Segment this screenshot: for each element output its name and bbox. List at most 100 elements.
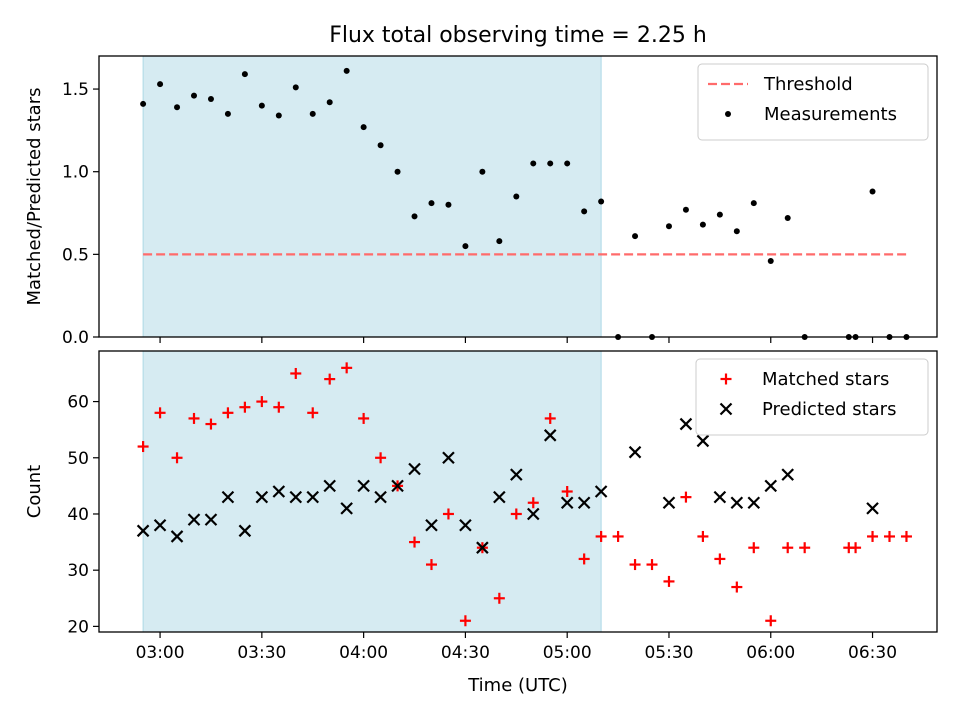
measurements-point	[140, 100, 147, 107]
bottom-y-tick-label: 60	[67, 393, 89, 413]
predicted-stars-point	[255, 490, 269, 504]
predicted-stars-point	[476, 541, 489, 554]
predicted-stars-point	[357, 479, 370, 493]
predicted-stars-point	[272, 485, 286, 498]
predicted-stars-point	[238, 524, 252, 538]
measurements-point	[394, 168, 401, 175]
bottom-axes-frame	[98, 350, 938, 633]
matched-stars-point	[629, 559, 641, 571]
measurements-point	[665, 223, 672, 230]
x-b	[221, 490, 235, 504]
predicted-stars-point	[340, 502, 353, 515]
predicted-stars-point	[730, 496, 744, 510]
x-b	[719, 402, 733, 416]
measurements-point	[716, 211, 723, 218]
measurements-point	[326, 99, 333, 106]
matched-stars-point	[459, 615, 471, 627]
matched-stars-point	[375, 452, 387, 464]
matched-stars-point	[188, 412, 200, 424]
x-tick-label: 05:00	[543, 643, 592, 663]
x-b	[493, 490, 506, 504]
matched-stars-point	[273, 401, 285, 413]
top-y-tick-label: 1.5	[62, 80, 89, 100]
top-y-tick-label: 0.0	[62, 328, 89, 348]
measurements-point	[496, 238, 503, 245]
x-b	[136, 524, 150, 538]
top-plot-area	[140, 67, 910, 340]
measurements-point	[869, 188, 876, 195]
predicted-stars-point	[391, 479, 404, 493]
matched-stars-point	[341, 362, 353, 374]
predicted-stars-point	[289, 490, 303, 504]
x-b	[238, 524, 252, 538]
bottom-y-axis-label: Count	[24, 465, 45, 518]
predicted-stars-point	[713, 490, 727, 504]
x-b	[747, 496, 761, 510]
predicted-stars-point	[866, 502, 879, 515]
measurements-point	[750, 200, 757, 207]
measurements-point	[564, 160, 571, 167]
matched-stars-point	[409, 536, 421, 548]
x-b	[781, 468, 794, 481]
measurements-point	[547, 160, 554, 167]
x-b	[764, 479, 778, 493]
measurements-point	[241, 71, 248, 78]
x-b	[153, 518, 167, 532]
x-b	[340, 502, 353, 515]
measurements-point	[174, 104, 181, 111]
predicted-stars-point	[781, 468, 794, 481]
measurements-point	[275, 112, 282, 119]
x-b	[289, 490, 303, 504]
x-b	[526, 507, 540, 521]
x-b	[255, 490, 269, 504]
x-b	[730, 496, 744, 510]
measurements-point	[581, 208, 588, 215]
legend-label: Threshold	[763, 74, 853, 95]
matched-stars-point	[154, 407, 166, 419]
top-panel: 0.0 0.5 1.0 1.5 Matched/Predicted stars Thres…	[24, 55, 938, 348]
predicted-stars-point	[221, 490, 235, 504]
bottom-panel: 20 30 40 50 60 03:00 03:30 04:00 04:30 05:00 05:30…	[24, 350, 938, 663]
x-b	[713, 490, 727, 504]
predicted-stars-point	[543, 429, 557, 442]
matched-stars-point	[799, 542, 811, 554]
top-highlight-span	[142, 55, 602, 338]
measurements-point	[360, 124, 367, 131]
predicted-stars-point	[425, 518, 438, 532]
top-legend: Threshold Measurements	[697, 63, 929, 141]
top-y-axis-label: Matched/Predicted stars	[24, 88, 45, 306]
predicted-stars-point	[696, 434, 710, 448]
top-y-tick-label: 1.0	[62, 163, 89, 183]
measurements-point	[224, 110, 231, 117]
legend-measurements-swatch	[725, 111, 731, 117]
matched-stars-point	[222, 407, 234, 419]
matched-stars-point	[850, 542, 862, 554]
matched-stars-point	[493, 592, 505, 604]
matched-stars-point	[358, 412, 370, 424]
matched-stars-point	[544, 412, 556, 424]
x-b	[679, 417, 693, 431]
matched-stars-point	[256, 396, 268, 408]
bottom-y-tick-label: 40	[67, 505, 89, 525]
matched-stars-point	[137, 441, 149, 453]
predicted-stars-point	[560, 496, 574, 510]
matched-stars-point	[205, 418, 217, 430]
matched-stars-point	[765, 615, 777, 627]
predicted-stars-point	[323, 479, 336, 493]
matched-stars-point	[442, 508, 454, 520]
x-b	[272, 485, 286, 498]
matched-stars-point	[425, 559, 437, 571]
x-b	[476, 541, 489, 554]
matched-stars-point	[561, 486, 573, 497]
matched-stars-point	[646, 559, 658, 571]
x-b	[357, 479, 370, 493]
x-b	[560, 496, 574, 510]
measurements-point	[632, 233, 639, 240]
bottom-legend: Matched stars Predicted stars	[695, 358, 929, 436]
legend-label: Predicted stars	[762, 399, 896, 420]
x-b	[306, 490, 320, 504]
measurements-point	[513, 193, 520, 200]
matched-stars-point	[612, 530, 624, 542]
measurements-point	[767, 257, 774, 264]
